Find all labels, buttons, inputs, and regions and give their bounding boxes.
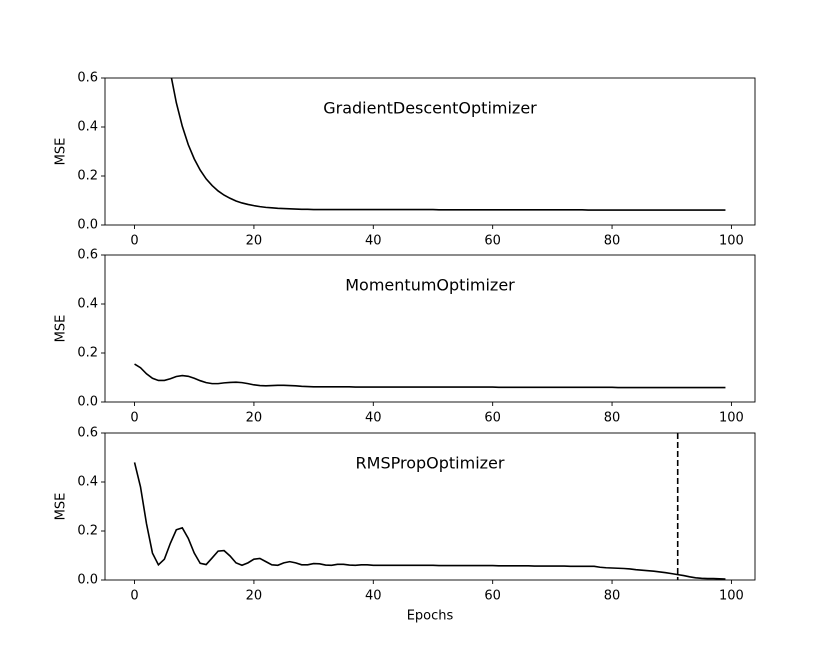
y-tick-label: 0.6: [77, 426, 98, 441]
x-tick-label: 20: [246, 411, 263, 426]
x-tick-label: 20: [246, 234, 263, 249]
axes-frame: [104, 432, 756, 581]
x-axis-label: Epochs: [407, 609, 454, 624]
axes-frame: [104, 77, 756, 226]
x-tick-label: 60: [484, 589, 501, 604]
x-tick-label: 0: [130, 589, 138, 604]
y-tick-label: 0.6: [77, 248, 98, 263]
subplot-title: RMSPropOptimizer: [356, 454, 505, 473]
subplot-title: MomentumOptimizer: [345, 276, 515, 295]
subplot-title: GradientDescentOptimizer: [323, 99, 537, 118]
x-tick-label: 60: [484, 234, 501, 249]
x-tick-label: 40: [365, 234, 382, 249]
y-tick-label: 0.0: [77, 218, 98, 233]
data-line: [134, 363, 726, 389]
axes-frame: [104, 254, 756, 403]
x-tick-label: 60: [484, 411, 501, 426]
y-axis-label: MSE: [54, 493, 69, 521]
y-axis-label: MSE: [54, 315, 69, 343]
data-line: [133, 462, 726, 580]
x-tick-label: 80: [604, 234, 621, 249]
x-tick-label: 40: [365, 589, 382, 604]
y-tick-label: 0.2: [77, 346, 98, 361]
x-tick-label: 80: [604, 589, 621, 604]
y-tick-label: 0.4: [77, 297, 98, 312]
x-tick-label: 40: [365, 411, 382, 426]
y-tick-label: 0.4: [77, 120, 98, 135]
x-tick-label: 0: [130, 234, 138, 249]
x-tick-label: 100: [719, 411, 744, 426]
x-tick-label: 0: [130, 411, 138, 426]
y-tick-label: 0.2: [77, 524, 98, 539]
x-tick-label: 100: [719, 234, 744, 249]
x-tick-label: 100: [719, 589, 744, 604]
y-tick-label: 0.2: [77, 169, 98, 184]
y-axis-label: MSE: [54, 138, 69, 166]
y-tick-label: 0.6: [77, 71, 98, 86]
x-tick-label: 20: [246, 589, 263, 604]
y-tick-label: 0.0: [77, 395, 98, 410]
y-tick-label: 0.0: [77, 573, 98, 588]
data-line: [170, 78, 726, 211]
x-tick-label: 80: [604, 411, 621, 426]
y-tick-label: 0.4: [77, 475, 98, 490]
